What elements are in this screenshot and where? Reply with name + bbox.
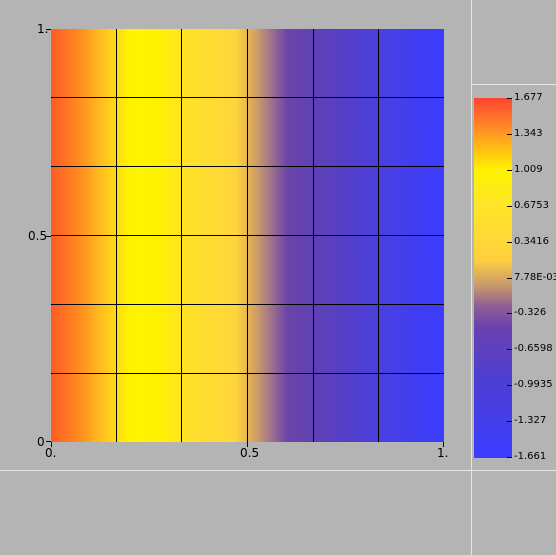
colorbar-tick xyxy=(507,98,512,99)
colorbar-label: 1.343 xyxy=(514,129,543,139)
colorbar-label: -1.661 xyxy=(514,452,547,462)
grid-line-horizontal xyxy=(51,373,444,374)
colorbar-tick xyxy=(507,421,512,422)
colorbar-tick xyxy=(507,349,512,350)
colorbar-tick xyxy=(507,170,512,171)
grid-line-horizontal xyxy=(51,304,444,305)
heatmap-plot-area[interactable] xyxy=(51,29,444,442)
y-tick-mark xyxy=(46,236,51,237)
colorbar-label: 0.3416 xyxy=(514,237,549,247)
colorbar-label: -0.326 xyxy=(514,308,547,318)
colorbar-tick xyxy=(507,242,512,243)
y-tick-label: 1. xyxy=(37,22,49,36)
y-tick-label: 0 xyxy=(37,435,45,449)
colorbar-label: 1.677 xyxy=(514,93,543,103)
colorbar-tick xyxy=(507,134,512,135)
x-tick-label: 0.5 xyxy=(240,446,260,460)
colorbar-tick xyxy=(507,457,512,458)
colorbar-label: -1.327 xyxy=(514,416,547,426)
colorbar-label: -0.6598 xyxy=(514,344,553,354)
bottom-divider xyxy=(0,470,556,471)
y-tick-label: 0.5 xyxy=(28,229,48,243)
colorbar-tick xyxy=(507,385,512,386)
y-tick-mark xyxy=(46,441,51,442)
colorbar-tick xyxy=(507,313,512,314)
x-tick-mark xyxy=(247,442,248,447)
colorbar-label: 0.6753 xyxy=(514,201,549,211)
grid-line-horizontal xyxy=(51,166,444,167)
colorbar xyxy=(474,98,512,458)
grid-line-horizontal xyxy=(51,235,444,236)
x-tick-label: 1. xyxy=(437,446,449,460)
grid-line-horizontal xyxy=(51,97,444,98)
colorbar-label: -0.9935 xyxy=(514,380,553,390)
y-tick-mark xyxy=(46,29,51,30)
x-tick-label: 0. xyxy=(45,446,57,460)
colorbar-label: 7.78E-03 xyxy=(514,273,556,283)
legend-divider xyxy=(471,84,556,85)
vertical-divider xyxy=(471,0,472,555)
x-tick-mark xyxy=(443,442,444,447)
colorbar-tick xyxy=(507,206,512,207)
x-tick-mark xyxy=(51,442,52,447)
colorbar-label: 1.009 xyxy=(514,165,543,175)
colorbar-tick xyxy=(507,278,512,279)
